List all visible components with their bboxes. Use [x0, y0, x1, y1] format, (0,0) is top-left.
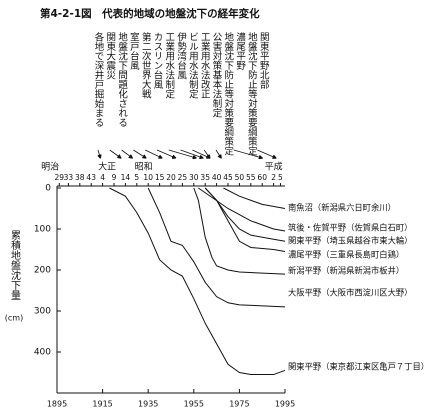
- x-tick-label: 1955: [184, 400, 204, 409]
- y-tick-label: 400: [34, 348, 51, 358]
- series-label: 関東平野（埼玉県越谷市東大輪）: [288, 236, 412, 246]
- event-arrow: [180, 149, 203, 158]
- series-label: 大阪平野（大阪市西淀川区大野）: [288, 288, 412, 298]
- x-tick-label: 1975: [229, 400, 249, 409]
- era-tick-label: 33: [64, 173, 74, 182]
- era-tick-label: 30: [189, 173, 199, 182]
- era-tick-label: 25: [178, 173, 188, 182]
- event-label: 地盤沈下防止等対策要綱策定: [222, 31, 234, 156]
- chart-title: 第4-2-1図 代表的地域の地盤沈下の経年変化: [40, 7, 260, 20]
- era-tick-label: 14: [121, 173, 131, 182]
- event-label: 濃尾平野: [234, 31, 246, 70]
- event-arrow: [145, 149, 162, 158]
- era-tick-label: 9: [112, 173, 117, 182]
- event-arrow: [168, 149, 196, 158]
- event-label: 関東平野北部: [258, 32, 270, 90]
- event-arrow: [121, 149, 133, 158]
- event-arrow: [109, 149, 121, 158]
- x-tick-label: 1895: [47, 400, 67, 409]
- event-arrow: [203, 149, 210, 158]
- event-label: 伊勢湾台風: [175, 31, 187, 80]
- y-axis-label: 累積地盤沈下量: [9, 230, 21, 300]
- event-arrow: [233, 149, 263, 158]
- era-label: 明治: [41, 161, 59, 173]
- era-tick-label: 60: [257, 173, 267, 182]
- era-tick-label: 10: [143, 173, 153, 182]
- y-axis-unit: (cm): [5, 314, 23, 323]
- series-line: [204, 187, 286, 253]
- series-line: [223, 187, 286, 209]
- series-label: 南魚沼（新潟県六日町余川）: [288, 203, 396, 213]
- event-arrow: [156, 149, 176, 158]
- event-label: 工業用水法改正: [199, 32, 211, 99]
- era-tick-label: 4: [100, 173, 105, 182]
- x-tick-label: 1935: [138, 400, 158, 409]
- era-tick-label: 55: [246, 173, 256, 182]
- event-label: 工業用水法制定: [163, 32, 175, 99]
- event-label: カスリン台風: [152, 32, 164, 90]
- event-label: 室戸台風: [128, 31, 140, 71]
- event-label: 地盤沈下問題化される: [116, 31, 128, 127]
- era-tick-label: 45: [223, 173, 233, 182]
- series-line: [109, 187, 286, 376]
- era-tick-label: 20: [166, 173, 176, 182]
- era-tick-label: 35: [200, 173, 210, 182]
- event-arrow: [98, 149, 100, 158]
- series-line: [147, 187, 286, 308]
- era-tick-label: 29: [55, 173, 65, 182]
- series-label: 筑後・佐賀平野（佐賀県白石町）: [288, 223, 412, 233]
- era-tick-label: 50: [235, 173, 245, 182]
- y-tick-label: 300: [34, 307, 51, 317]
- event-label: 公害対策基本法制定: [211, 32, 223, 118]
- era-tick-label: 40: [212, 173, 222, 182]
- era-tick-label: 38: [75, 173, 85, 182]
- x-tick-label: 1995: [275, 400, 295, 409]
- event-arrow: [257, 149, 276, 158]
- x-tick-label: 1915: [92, 400, 112, 409]
- era-tick-label: 15: [155, 173, 165, 182]
- event-arrow: [133, 149, 146, 158]
- era-tick-label: 2: [271, 173, 276, 182]
- event-arrow: [215, 149, 221, 158]
- event-label: 第二次世界大戦: [140, 31, 152, 99]
- y-tick-label: 100: [34, 225, 51, 235]
- era-tick-label: 43: [86, 173, 96, 182]
- series-label: 濃尾平野（三重県長島町白鶏）: [288, 250, 404, 260]
- event-label: 各地で深井戸掘始まる: [93, 31, 105, 127]
- y-tick-label: 0: [45, 184, 51, 194]
- era-label: 昭和: [135, 162, 153, 173]
- y-tick-label: 200: [34, 266, 51, 276]
- series-label: 新潟平野（新潟県新潟市板井）: [288, 266, 404, 276]
- event-label: ビル用水法制定: [187, 32, 199, 99]
- era-tick-label: 5: [278, 173, 283, 182]
- event-label: 地盤沈下防止等対策要綱策定: [246, 31, 258, 156]
- series-label: 関東平野（東京都江東区亀戸７丁目）: [288, 362, 429, 372]
- event-label: 関東大震災: [104, 32, 116, 80]
- series-line: [204, 187, 286, 242]
- era-tick-label: 5: [134, 173, 139, 182]
- series-line: [193, 187, 286, 275]
- era-label: 大正: [98, 161, 116, 173]
- era-label: 平成: [265, 161, 283, 173]
